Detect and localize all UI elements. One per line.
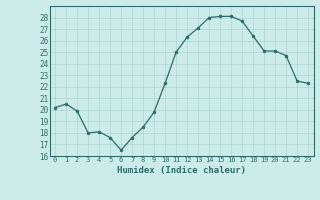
X-axis label: Humidex (Indice chaleur): Humidex (Indice chaleur) [117,166,246,175]
